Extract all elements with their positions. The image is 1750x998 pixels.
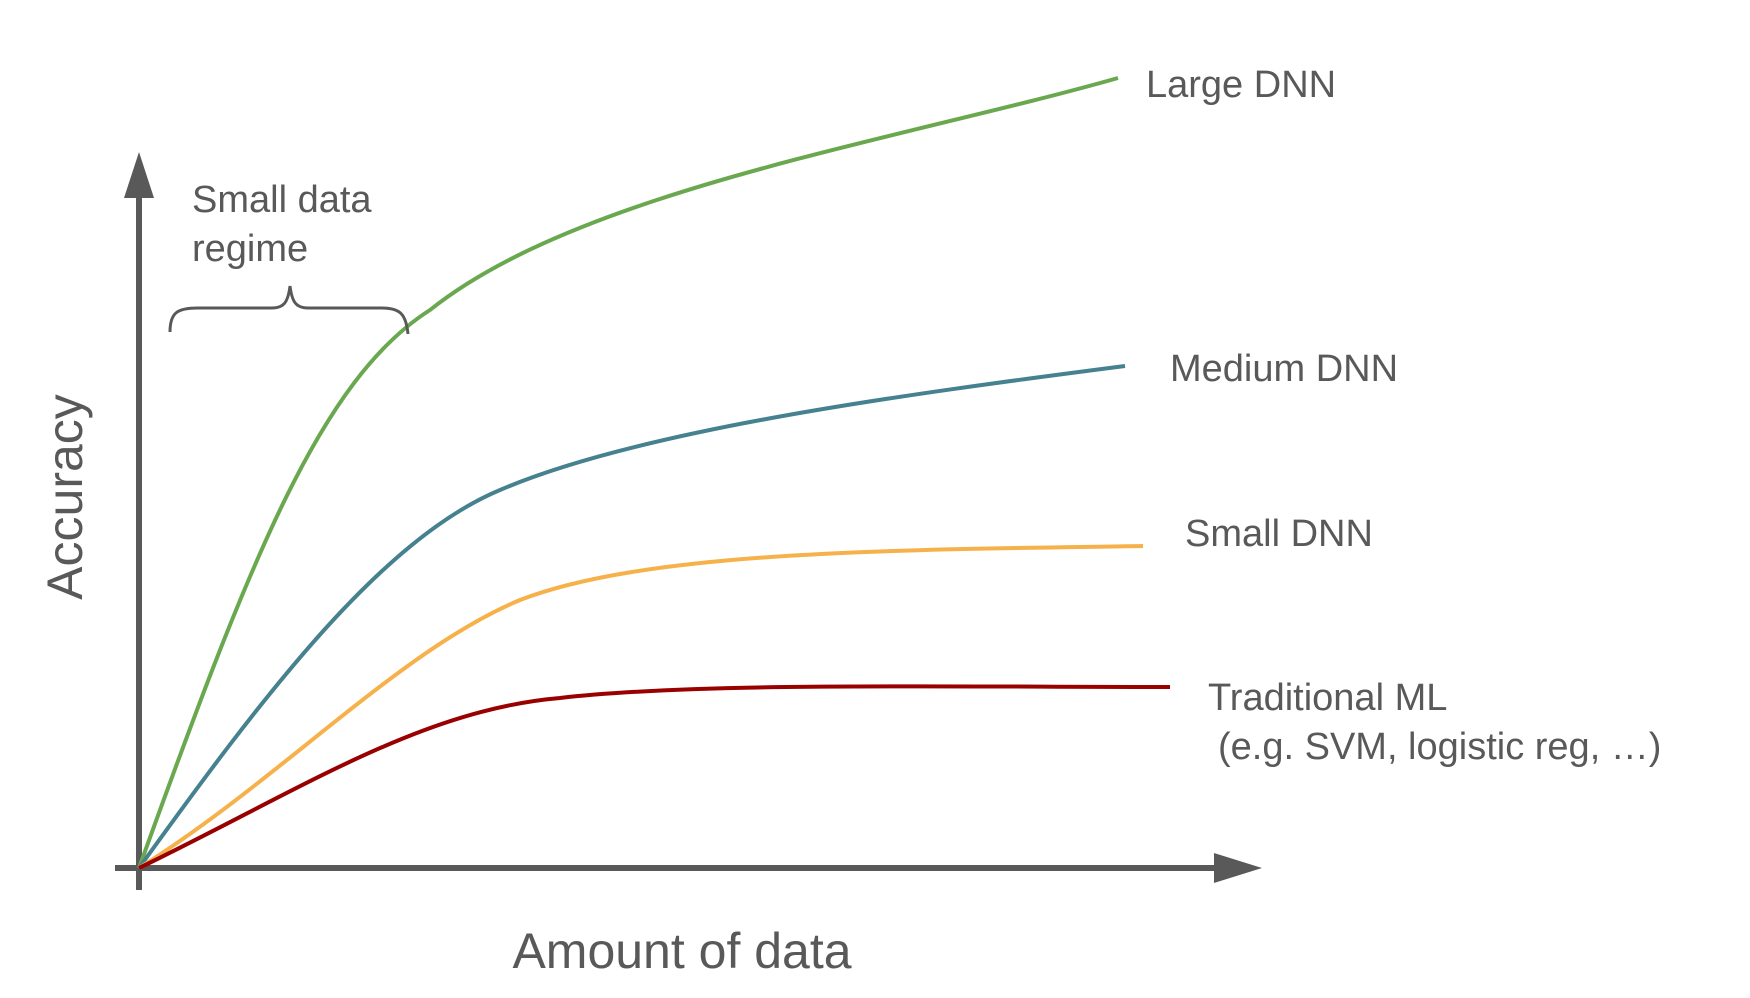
x-axis-arrowhead	[1214, 853, 1262, 883]
curve-traditional-ml	[138, 684, 1171, 870]
curves	[137, 76, 1171, 870]
axes	[115, 152, 1262, 890]
series-label-small-dnn: Small DNN	[1185, 513, 1373, 555]
curve-small-dnn	[137, 544, 1144, 870]
small-data-regime-line-1: Small data	[192, 179, 372, 221]
series-label-large-dnn: Large DNN	[1146, 64, 1336, 106]
series-note-traditional-ml: (e.g. SVM, logistic reg, …)	[1218, 726, 1661, 768]
x-axis-label: Amount of data	[512, 923, 851, 979]
series-label-medium-dnn: Medium DNN	[1170, 348, 1398, 390]
small-data-regime-brace	[168, 285, 410, 335]
curve-large-dnn	[137, 76, 1119, 869]
curve-medium-dnn	[137, 364, 1126, 870]
y-axis-arrowhead	[124, 152, 154, 198]
y-axis-label: Accuracy	[37, 394, 93, 600]
series-label-traditional-ml: Traditional ML	[1208, 677, 1447, 719]
small-data-regime-line-2: regime	[192, 228, 308, 270]
small-data-regime-label: Small data regime	[192, 179, 382, 270]
